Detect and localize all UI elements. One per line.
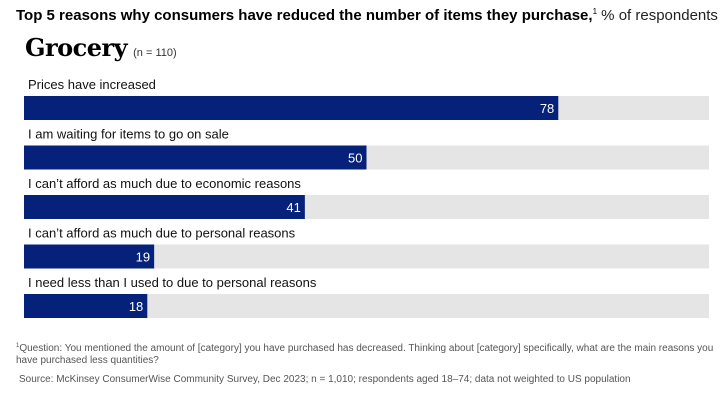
bar-group: I need less than I used to due to person… bbox=[24, 275, 709, 318]
title-footnote-mark: 1 bbox=[592, 7, 598, 16]
bar bbox=[24, 244, 155, 269]
footnote-question: 1Question: You mentioned the amount of [… bbox=[16, 340, 720, 367]
value-label: 50 bbox=[348, 151, 362, 166]
value-label: 78 bbox=[540, 101, 554, 116]
category-label: I need less than I used to due to person… bbox=[28, 275, 317, 290]
footnote-text: Question: You mentioned the amount of [c… bbox=[16, 343, 714, 366]
panel-header: Grocery (n = 110) bbox=[25, 33, 177, 62]
category-label: I can’t afford as much due to economic r… bbox=[28, 176, 301, 191]
bar bbox=[24, 294, 148, 318]
bar-group: I can’t afford as much due to personal r… bbox=[24, 226, 709, 269]
bar bbox=[24, 145, 367, 170]
value-label: 19 bbox=[136, 250, 150, 265]
footnote-mark: 1 bbox=[16, 343, 20, 349]
source-note: Source: McKinsey ConsumerWise Community … bbox=[19, 374, 631, 385]
category-label: I can’t afford as much due to personal r… bbox=[28, 226, 296, 241]
category-label: I am waiting for items to go on sale bbox=[28, 127, 229, 142]
sample-size: (n = 110) bbox=[133, 47, 177, 59]
category-title: Grocery bbox=[25, 33, 128, 62]
chart-title: Top 5 reasons why consumers have reduced… bbox=[16, 7, 718, 24]
value-label: 41 bbox=[286, 200, 300, 215]
bar-group: I am waiting for items to go on sale 50 bbox=[24, 127, 709, 170]
bar bbox=[24, 96, 559, 120]
bar-group: I can’t afford as much due to economic r… bbox=[24, 176, 709, 219]
bar bbox=[24, 195, 305, 219]
chart-title-main: Top 5 reasons why consumers have reduced… bbox=[16, 7, 593, 24]
category-label: Prices have increased bbox=[28, 77, 156, 92]
value-label: 18 bbox=[129, 299, 143, 314]
chart-unit: % of respondents bbox=[597, 7, 718, 24]
bar-group: Prices have increased 78 bbox=[24, 77, 709, 120]
